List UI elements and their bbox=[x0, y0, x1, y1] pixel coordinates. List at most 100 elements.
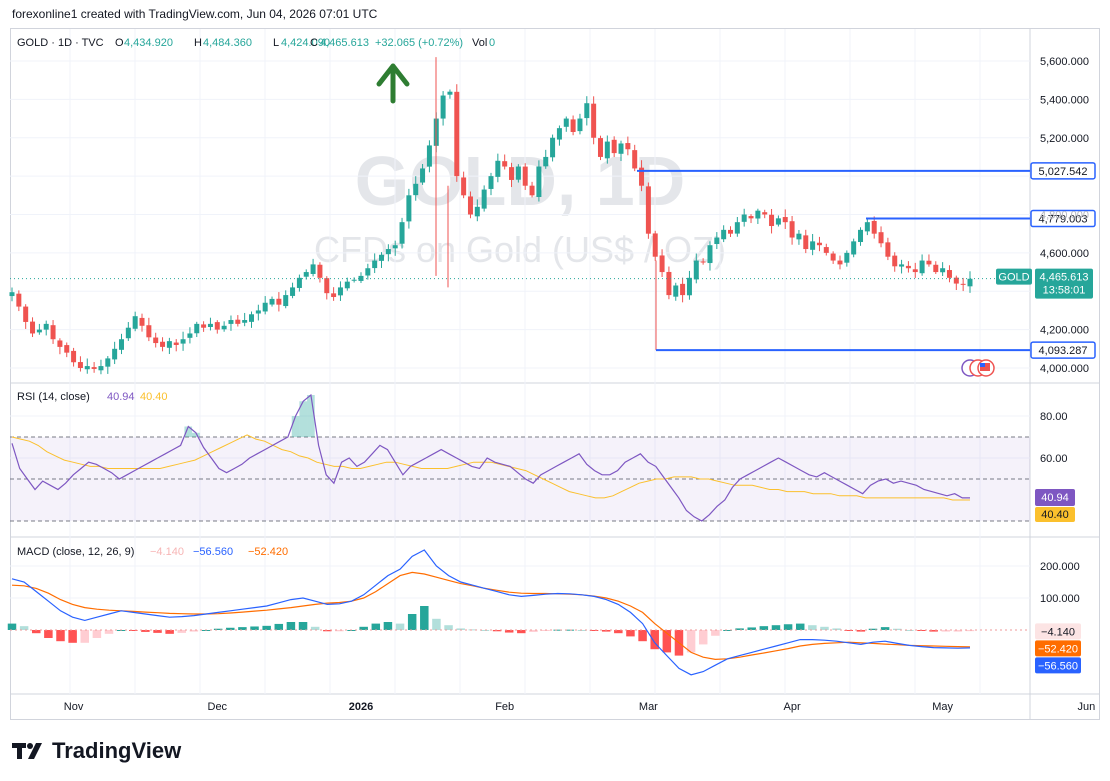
candle-body bbox=[611, 139, 617, 154]
candle-body bbox=[509, 167, 515, 180]
tradingview-logo[interactable]: TradingView bbox=[12, 738, 181, 764]
candle-body bbox=[399, 222, 405, 244]
price-axis-label: 4,200.000 bbox=[1040, 325, 1089, 337]
bar-countdown-label: 13:58:01 bbox=[1043, 285, 1086, 297]
legend-symbol: GOLD · 1D · TVC bbox=[17, 37, 104, 49]
candle-body bbox=[91, 367, 97, 369]
candle-body bbox=[762, 212, 768, 215]
macd-histogram-bar bbox=[432, 618, 441, 630]
chart-frame[interactable] bbox=[10, 28, 1100, 720]
time-axis[interactable]: Nov Dec 2026 Feb Mar Apr May Jun bbox=[64, 701, 1095, 713]
candle-body bbox=[967, 278, 973, 287]
candle-body bbox=[296, 277, 302, 288]
candle-body bbox=[221, 325, 227, 330]
macd-histogram-bar bbox=[638, 630, 647, 642]
macd-histogram-bar bbox=[771, 625, 781, 630]
candle-body bbox=[796, 233, 802, 240]
macd-histogram-bar bbox=[56, 630, 65, 642]
candle-body bbox=[166, 341, 172, 348]
current-price-tag bbox=[1035, 268, 1093, 299]
candle-body bbox=[769, 214, 775, 227]
price-axis[interactable]: 5,600.000 5,400.000 5,200.000 4,600.000 4,20… bbox=[996, 56, 1093, 674]
time-axis-label: Dec bbox=[208, 701, 228, 713]
candle-body bbox=[214, 322, 220, 330]
candle-body bbox=[693, 260, 699, 280]
rsi-value-tag bbox=[1035, 489, 1075, 507]
candle-body bbox=[892, 255, 898, 267]
time-axis-label: May bbox=[932, 701, 953, 713]
macd-histogram-bar bbox=[565, 629, 575, 631]
macd-histogram-bar bbox=[177, 630, 187, 633]
legend-open: 4,434.920 bbox=[124, 37, 173, 49]
macd-histogram-bar bbox=[456, 628, 465, 630]
macd-histogram-bar bbox=[335, 630, 344, 632]
horizontal-levels[interactable]: 5,027.542 4,779.003 4,093.287 bbox=[637, 162, 1096, 359]
macd-histogram-bar bbox=[965, 630, 975, 632]
candle-body bbox=[529, 185, 535, 196]
candle-body bbox=[488, 176, 494, 189]
rsi-band-fill bbox=[10, 437, 1030, 521]
price-axis-label: 5,600.000 bbox=[1040, 56, 1089, 68]
macd-histogram-bar bbox=[68, 630, 77, 643]
candle-body bbox=[782, 217, 788, 223]
candle-body bbox=[454, 91, 460, 177]
candle-body bbox=[946, 270, 952, 278]
macd-histogram-bar bbox=[929, 630, 938, 632]
macd-histogram-bar bbox=[80, 630, 90, 643]
time-axis-label: 2026 bbox=[349, 701, 373, 713]
legend-change: +32.065 (+0.72%) bbox=[375, 37, 463, 49]
legend-close: 4,465.613 bbox=[320, 37, 369, 49]
macd-histogram bbox=[7, 606, 1030, 656]
current-symbol-label: GOLD bbox=[998, 272, 1029, 284]
macd-histogram-bar bbox=[7, 623, 17, 630]
candle-body bbox=[392, 245, 398, 249]
chart-credit: forexonline1 created with TradingView.co… bbox=[12, 7, 378, 21]
candle-body bbox=[666, 271, 672, 296]
rsi-value: 40.94 bbox=[107, 391, 135, 403]
up-arrow-icon[interactable] bbox=[376, 63, 410, 104]
candle-body bbox=[837, 260, 843, 265]
macd-histogram-bar bbox=[129, 630, 138, 631]
macd-histogram-bar bbox=[795, 623, 805, 630]
macd-signal-tag-label: −52.420 bbox=[1038, 643, 1078, 655]
candle-body bbox=[584, 103, 590, 119]
macd-hist-tag-label: −4.140 bbox=[1041, 626, 1075, 638]
candle-body bbox=[50, 325, 56, 340]
macd-hist-tag bbox=[1035, 623, 1081, 640]
candle-body bbox=[858, 229, 864, 243]
candle-body bbox=[317, 264, 323, 278]
macd-legend: MACD (close, 12, 26, 9) −4.140 −56.560 −… bbox=[17, 546, 288, 558]
macd-histogram-bar bbox=[856, 630, 866, 632]
macd-histogram-bar bbox=[880, 627, 890, 630]
event-flag-icon[interactable] bbox=[961, 359, 995, 377]
candle-body bbox=[543, 156, 549, 167]
candle-body bbox=[748, 216, 754, 219]
candle-body bbox=[953, 277, 959, 284]
candle-body bbox=[816, 242, 822, 246]
candle-body bbox=[810, 241, 816, 250]
level-price-label: 4,779.003 bbox=[1039, 214, 1088, 226]
candle-body bbox=[823, 247, 829, 253]
macd-line-value: −56.560 bbox=[193, 546, 233, 558]
candle-body bbox=[803, 235, 809, 250]
macd-histogram-bar bbox=[941, 630, 950, 632]
candle-body bbox=[242, 320, 248, 323]
candle-body bbox=[139, 317, 145, 326]
current-price-label: 4,465.613 bbox=[1040, 272, 1089, 284]
candle-body bbox=[536, 166, 542, 197]
candle-body bbox=[960, 283, 966, 285]
legend-volume-label: Vol bbox=[472, 37, 487, 49]
candle-body bbox=[413, 183, 419, 196]
macd-histogram-bar bbox=[238, 627, 247, 630]
macd-histogram-bar bbox=[529, 630, 538, 632]
candle-body bbox=[474, 206, 480, 217]
candle-body bbox=[365, 268, 371, 276]
macd-histogram-bar bbox=[153, 630, 162, 633]
candle-body bbox=[625, 143, 631, 150]
candle-body bbox=[112, 348, 118, 360]
rsi-axis-label: 60.00 bbox=[1040, 453, 1068, 465]
candle-body bbox=[728, 229, 733, 234]
candle-body bbox=[64, 345, 70, 353]
candle-body bbox=[125, 327, 131, 339]
